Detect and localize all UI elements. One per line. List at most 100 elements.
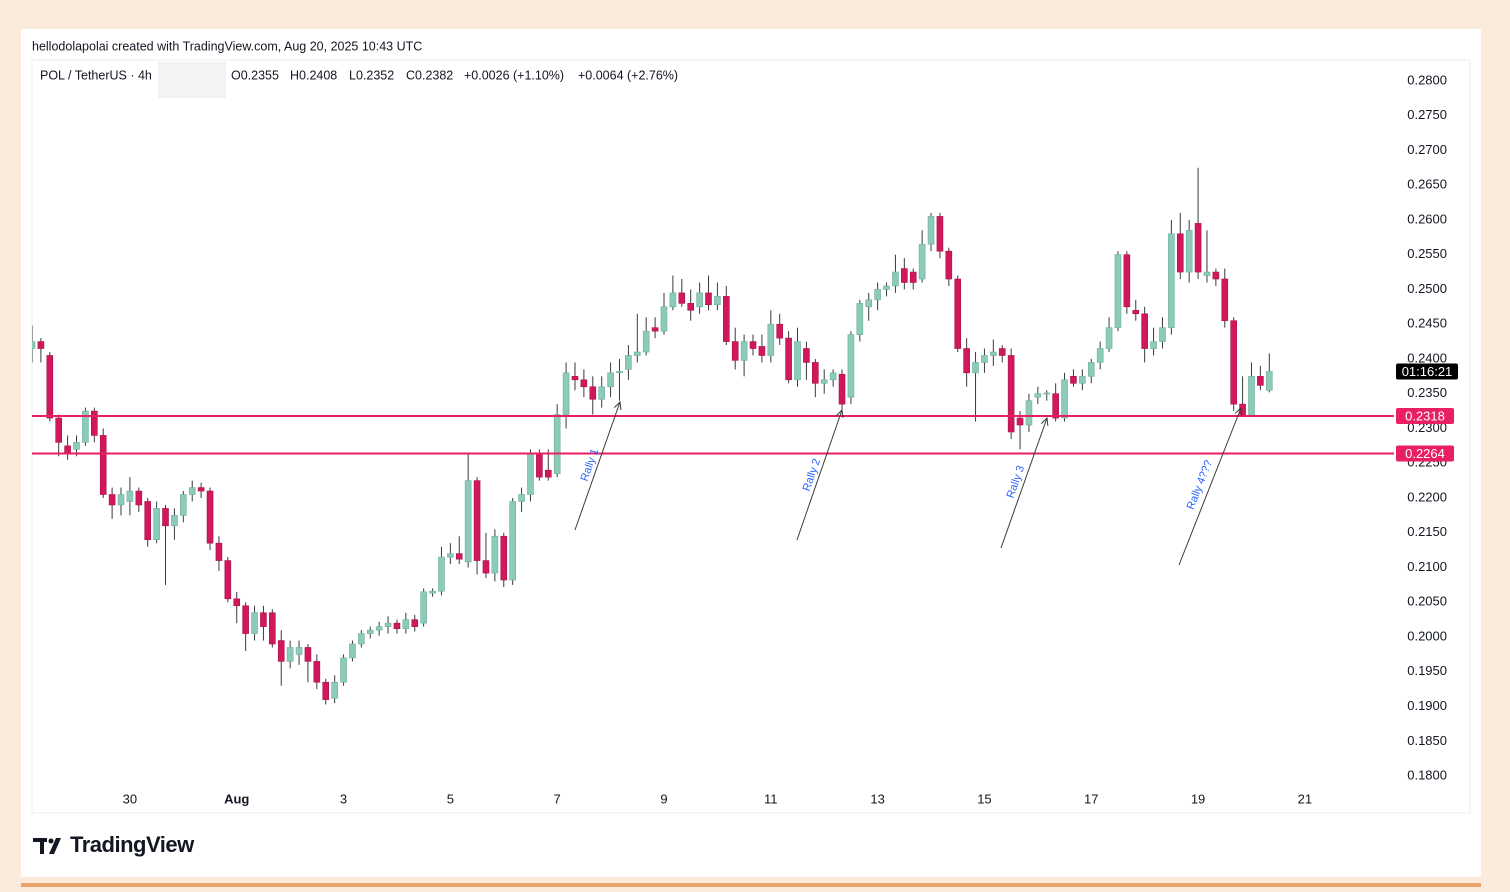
candle-body <box>162 508 169 527</box>
candle-body <box>856 303 864 335</box>
candle-body <box>1265 371 1273 391</box>
level-badge <box>1396 407 1454 424</box>
candle-body <box>518 494 525 502</box>
y-tick-label: 0.2050 <box>1407 594 1447 609</box>
candle-body <box>482 560 490 574</box>
candle-body <box>180 494 187 516</box>
candle-body <box>126 490 134 502</box>
y-tick-label: 0.1950 <box>1407 663 1447 678</box>
candle-body <box>393 622 401 630</box>
y-tick-label: 0.2450 <box>1407 316 1447 331</box>
candle-body <box>758 346 766 356</box>
candle-body <box>562 372 570 415</box>
y-tick-label: 0.2800 <box>1407 72 1447 87</box>
candle-body <box>571 376 579 381</box>
y-tick-label: 0.1850 <box>1407 733 1447 748</box>
logo-text: TradingView <box>70 832 195 857</box>
candle-body <box>981 355 988 363</box>
candle-body <box>820 379 828 384</box>
legend-value: H0.2408 <box>290 68 337 82</box>
candle-body <box>1052 393 1059 419</box>
legend-value: L0.2352 <box>349 68 394 82</box>
candle-body <box>242 605 249 634</box>
candle-body <box>73 442 80 450</box>
candle-body <box>1114 254 1122 328</box>
x-tick-label: 3 <box>340 791 347 806</box>
candle-body <box>322 681 330 700</box>
candle-body <box>598 386 605 400</box>
y-tick-label: 0.1800 <box>1407 768 1447 783</box>
candle-body <box>455 553 463 560</box>
annotation-arrow <box>574 401 621 531</box>
candle-body <box>491 535 499 574</box>
x-tick-label: 13 <box>870 791 884 806</box>
annotation-arrow <box>796 409 843 541</box>
candle-body <box>829 372 837 381</box>
y-tick-label: 0.2000 <box>1407 628 1447 643</box>
candle-body <box>206 490 214 544</box>
candle-body <box>32 341 36 349</box>
logo-icon <box>33 838 61 854</box>
candle-body <box>1070 376 1077 384</box>
legend-value: C0.2382 <box>406 68 453 82</box>
candle-body <box>188 487 196 495</box>
candle-body <box>55 417 63 443</box>
candle-body <box>1194 223 1202 273</box>
candle-body <box>909 271 917 283</box>
candle-body <box>64 445 71 454</box>
x-tick-label: 11 <box>764 791 778 806</box>
legend-value: +0.0026 (+1.10%) <box>464 68 564 82</box>
y-tick-label: 0.2600 <box>1407 211 1447 226</box>
candle-body <box>812 362 819 384</box>
candle-body <box>251 612 258 634</box>
y-tick-label: 0.2750 <box>1407 107 1447 122</box>
candle-body <box>1159 327 1166 342</box>
candle-body <box>580 379 588 388</box>
candle-body <box>99 435 107 495</box>
candle-body <box>1087 362 1095 377</box>
candle-body <box>1230 320 1237 405</box>
candle-body <box>438 556 445 592</box>
candle-body <box>1034 393 1042 398</box>
candle-body <box>874 289 881 301</box>
candle-body <box>625 355 632 370</box>
candle-body <box>918 243 926 280</box>
candle-body <box>1248 376 1255 417</box>
candle-body <box>286 647 294 662</box>
x-tick-label: 7 <box>554 791 561 806</box>
candle-body <box>794 341 801 381</box>
candle-body <box>1096 348 1104 363</box>
candle-body <box>473 480 481 561</box>
candle-body <box>892 271 899 287</box>
candle-body <box>990 351 997 356</box>
x-tick-label: 5 <box>447 791 454 806</box>
y-tick-label: 0.2100 <box>1407 559 1447 574</box>
candle-body <box>696 292 703 308</box>
candle-body <box>1132 309 1140 315</box>
arrow-head <box>1040 416 1049 427</box>
candle-body <box>616 371 623 374</box>
x-tick-label: 19 <box>1191 791 1205 806</box>
candle-body <box>509 501 516 581</box>
level-label: 0.2264 <box>1405 446 1445 461</box>
legend-value: O0.2355 <box>231 68 279 82</box>
y-tick-label: 0.2350 <box>1407 385 1447 400</box>
candle-body <box>642 330 650 353</box>
attribution: hellodolapolai created with TradingView.… <box>32 39 422 53</box>
x-tick-label: 17 <box>1084 791 1098 806</box>
countdown-badge <box>1396 363 1458 380</box>
candle-body <box>1221 278 1229 322</box>
candle-body <box>277 640 285 662</box>
y-tick-label: 0.2400 <box>1407 350 1447 365</box>
candle-body <box>340 657 347 683</box>
y-tick-label: 0.2200 <box>1407 489 1447 504</box>
annotation-arrow <box>1178 407 1242 566</box>
candle-body <box>500 535 508 581</box>
candle-body <box>269 612 276 645</box>
candle-body <box>1150 341 1157 349</box>
x-tick-label: Aug <box>224 791 249 806</box>
candle-body <box>375 626 383 631</box>
candle-body <box>1016 417 1024 426</box>
candle-body <box>705 292 712 306</box>
